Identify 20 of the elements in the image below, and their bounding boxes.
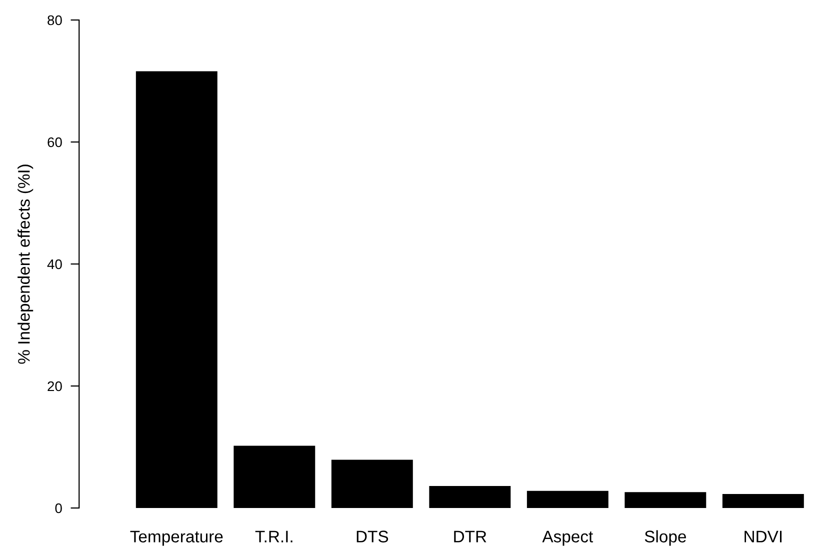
x-tick-label: DTS [356, 530, 388, 542]
x-tick-label: T.R.I. [255, 530, 292, 542]
bar [526, 490, 608, 508]
bar [136, 71, 218, 508]
y-tick-label: 80 [48, 15, 62, 26]
y-tick-label: 20 [48, 381, 62, 392]
x-tick-label: Slope [644, 530, 686, 546]
x-tick-label: Temperature [130, 530, 223, 546]
y-axis-title: % Independent effects (%I) [18, 164, 34, 364]
bar [331, 460, 413, 508]
y-tick-label: 40 [47, 259, 62, 270]
bar [429, 486, 511, 508]
x-tick-label: Aspect [542, 530, 594, 546]
bar [624, 492, 706, 508]
y-tick-label: 60 [48, 137, 62, 148]
y-tick-label: 0 [55, 503, 62, 514]
bar [234, 446, 316, 508]
bar [722, 494, 804, 508]
x-tick-label: DTR [454, 530, 486, 542]
x-tick-label: NDVI [744, 530, 782, 542]
